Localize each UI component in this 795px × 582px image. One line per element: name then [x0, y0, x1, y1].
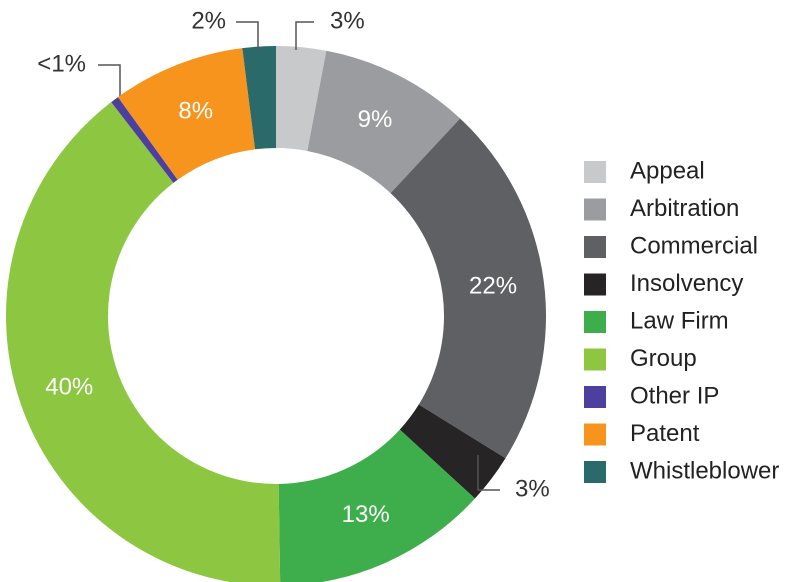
data-label: 9%: [358, 106, 393, 133]
legend-label: Group: [630, 345, 697, 372]
donut-segment: [6, 102, 281, 582]
leader-line: [295, 21, 314, 50]
data-label: 40%: [45, 374, 93, 401]
legend-swatch: [584, 461, 606, 483]
legend-label: Insolvency: [630, 270, 743, 297]
donut-segment: [111, 97, 178, 183]
legend-label: Arbitration: [630, 195, 739, 222]
donut-segment: [117, 48, 256, 180]
donut-segment: [278, 429, 475, 582]
legend-label: Whistleblower: [630, 457, 779, 484]
data-label: 13%: [342, 501, 390, 528]
legend-swatch: [584, 386, 606, 408]
legend-swatch: [584, 348, 606, 371]
donut-segment: [307, 50, 461, 194]
legend-label: Commercial: [630, 232, 758, 259]
legend-label: Law Firm: [630, 307, 729, 334]
donut-segment: [390, 118, 546, 459]
donut-segment: [399, 404, 506, 499]
leader-line: [236, 21, 259, 50]
legend-swatch: [584, 236, 606, 258]
legend-label: Appeal: [630, 157, 705, 184]
leader-line: [477, 455, 500, 491]
leader-line: [98, 64, 121, 102]
legend-swatch: [584, 311, 606, 333]
data-label: 8%: [178, 98, 213, 125]
legend-label: Patent: [630, 420, 700, 447]
data-label: <1%: [37, 50, 86, 77]
donut-segment: [276, 46, 327, 151]
data-label: 22%: [469, 272, 517, 299]
legend-swatch: [584, 423, 606, 446]
legend-label: Other IP: [630, 382, 719, 409]
legend-swatch: [584, 273, 606, 296]
data-label: 2%: [191, 7, 226, 34]
legend-swatch: [584, 198, 606, 221]
donut-segment: [242, 46, 276, 150]
legend-swatch: [584, 161, 606, 183]
data-label: 3%: [330, 7, 365, 34]
data-label: 3%: [515, 475, 550, 502]
